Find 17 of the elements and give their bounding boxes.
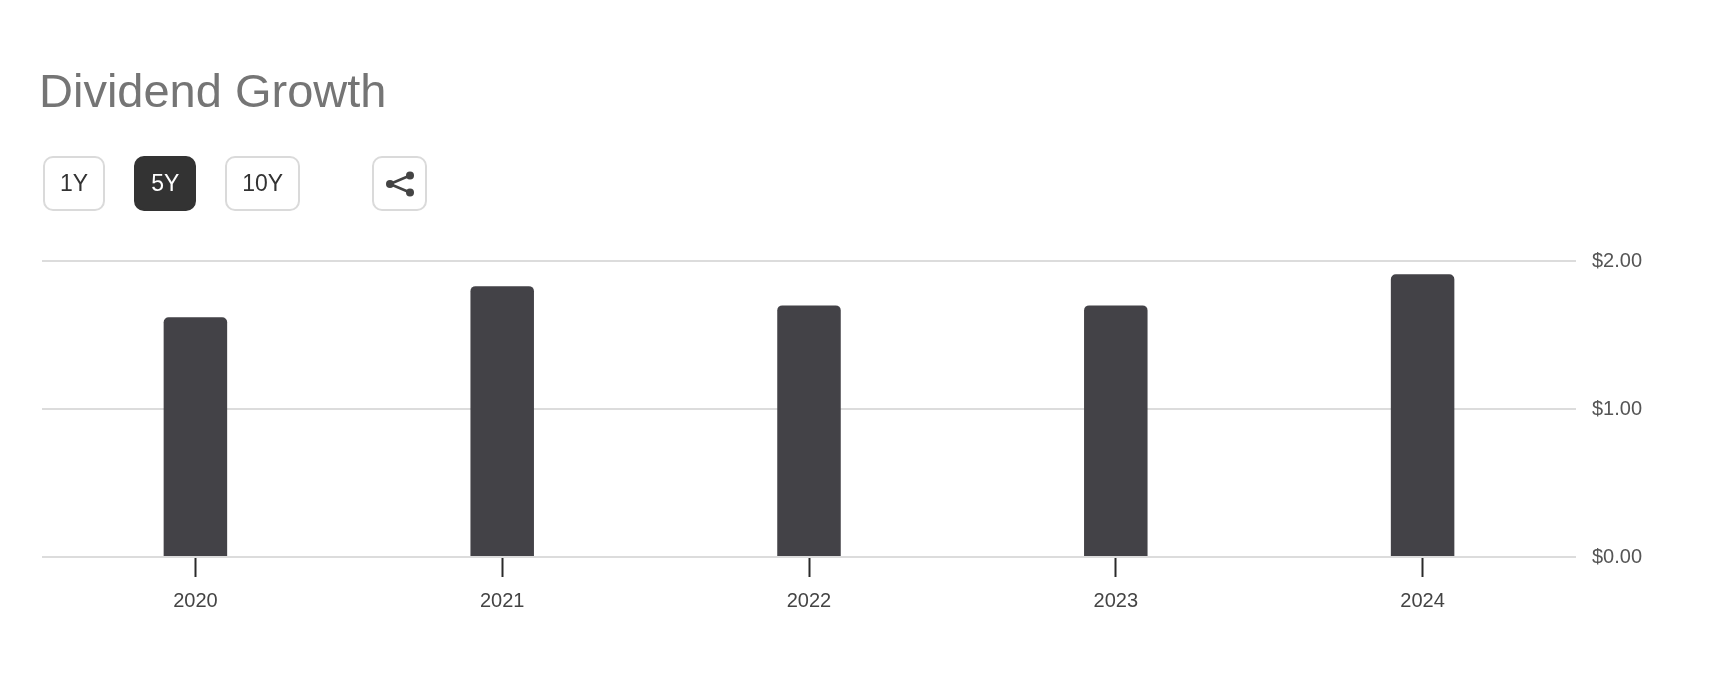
- y-tick-label: $1.00: [1592, 396, 1643, 419]
- x-tick-label: 2024: [1400, 588, 1445, 611]
- period-button: 1Y: [43, 156, 106, 211]
- x-tick-label: 2020: [173, 588, 218, 611]
- period-button: 10Y: [225, 156, 301, 211]
- x-tick-label: 2022: [786, 588, 832, 611]
- bar: [777, 305, 841, 556]
- chart-title: Dividend Growth: [39, 64, 387, 117]
- bar: [163, 317, 228, 556]
- y-tick-label: $2.00: [1592, 248, 1643, 271]
- period-button: 5Y: [134, 156, 197, 211]
- x-tick-label: 2023: [1093, 588, 1139, 611]
- bar: [1390, 274, 1455, 556]
- x-tick-label: 2021: [479, 588, 525, 611]
- bar: [470, 286, 534, 556]
- y-tick-label: $0.00: [1592, 544, 1643, 567]
- bar: [1084, 305, 1148, 556]
